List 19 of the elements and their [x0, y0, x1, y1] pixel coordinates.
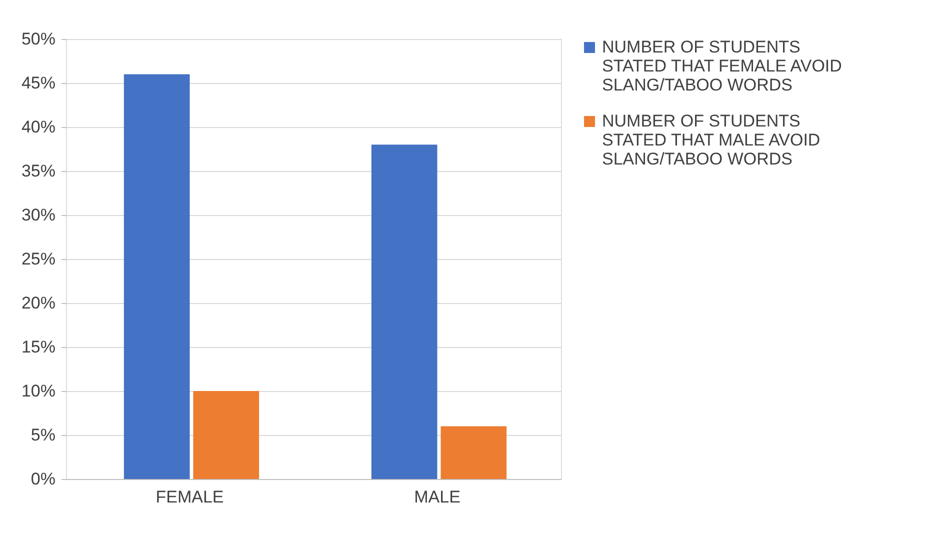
- y-tick-label: 25%: [21, 250, 56, 268]
- bar: [440, 426, 507, 479]
- y-tick-label: 30%: [21, 206, 56, 224]
- y-tick-label: 40%: [21, 118, 56, 136]
- y-tick-label: 10%: [21, 382, 56, 400]
- legend-label: NUMBER OF STUDENTS STATED THAT FEMALE AVOID SLANG/TABOO WORDS: [602, 38, 842, 94]
- x-tick-label: FEMALE: [156, 488, 224, 506]
- y-tick-label: 50%: [21, 30, 56, 48]
- legend-label: NUMBER OF STUDENTS STATED THAT MALE AVOID SLANG/TABOO WORDS: [602, 112, 820, 168]
- bar: [193, 391, 260, 479]
- bar: [371, 144, 438, 479]
- y-tick-label: 15%: [21, 338, 56, 356]
- x-tick-label: MALE: [414, 488, 460, 506]
- y-tick-label: 35%: [21, 162, 56, 180]
- y-tick-label: 45%: [21, 74, 56, 92]
- y-tick-label: 20%: [21, 294, 56, 312]
- bar: [124, 74, 190, 479]
- y-tick-label: 0%: [30, 470, 56, 488]
- y-tick-label: 5%: [30, 426, 56, 444]
